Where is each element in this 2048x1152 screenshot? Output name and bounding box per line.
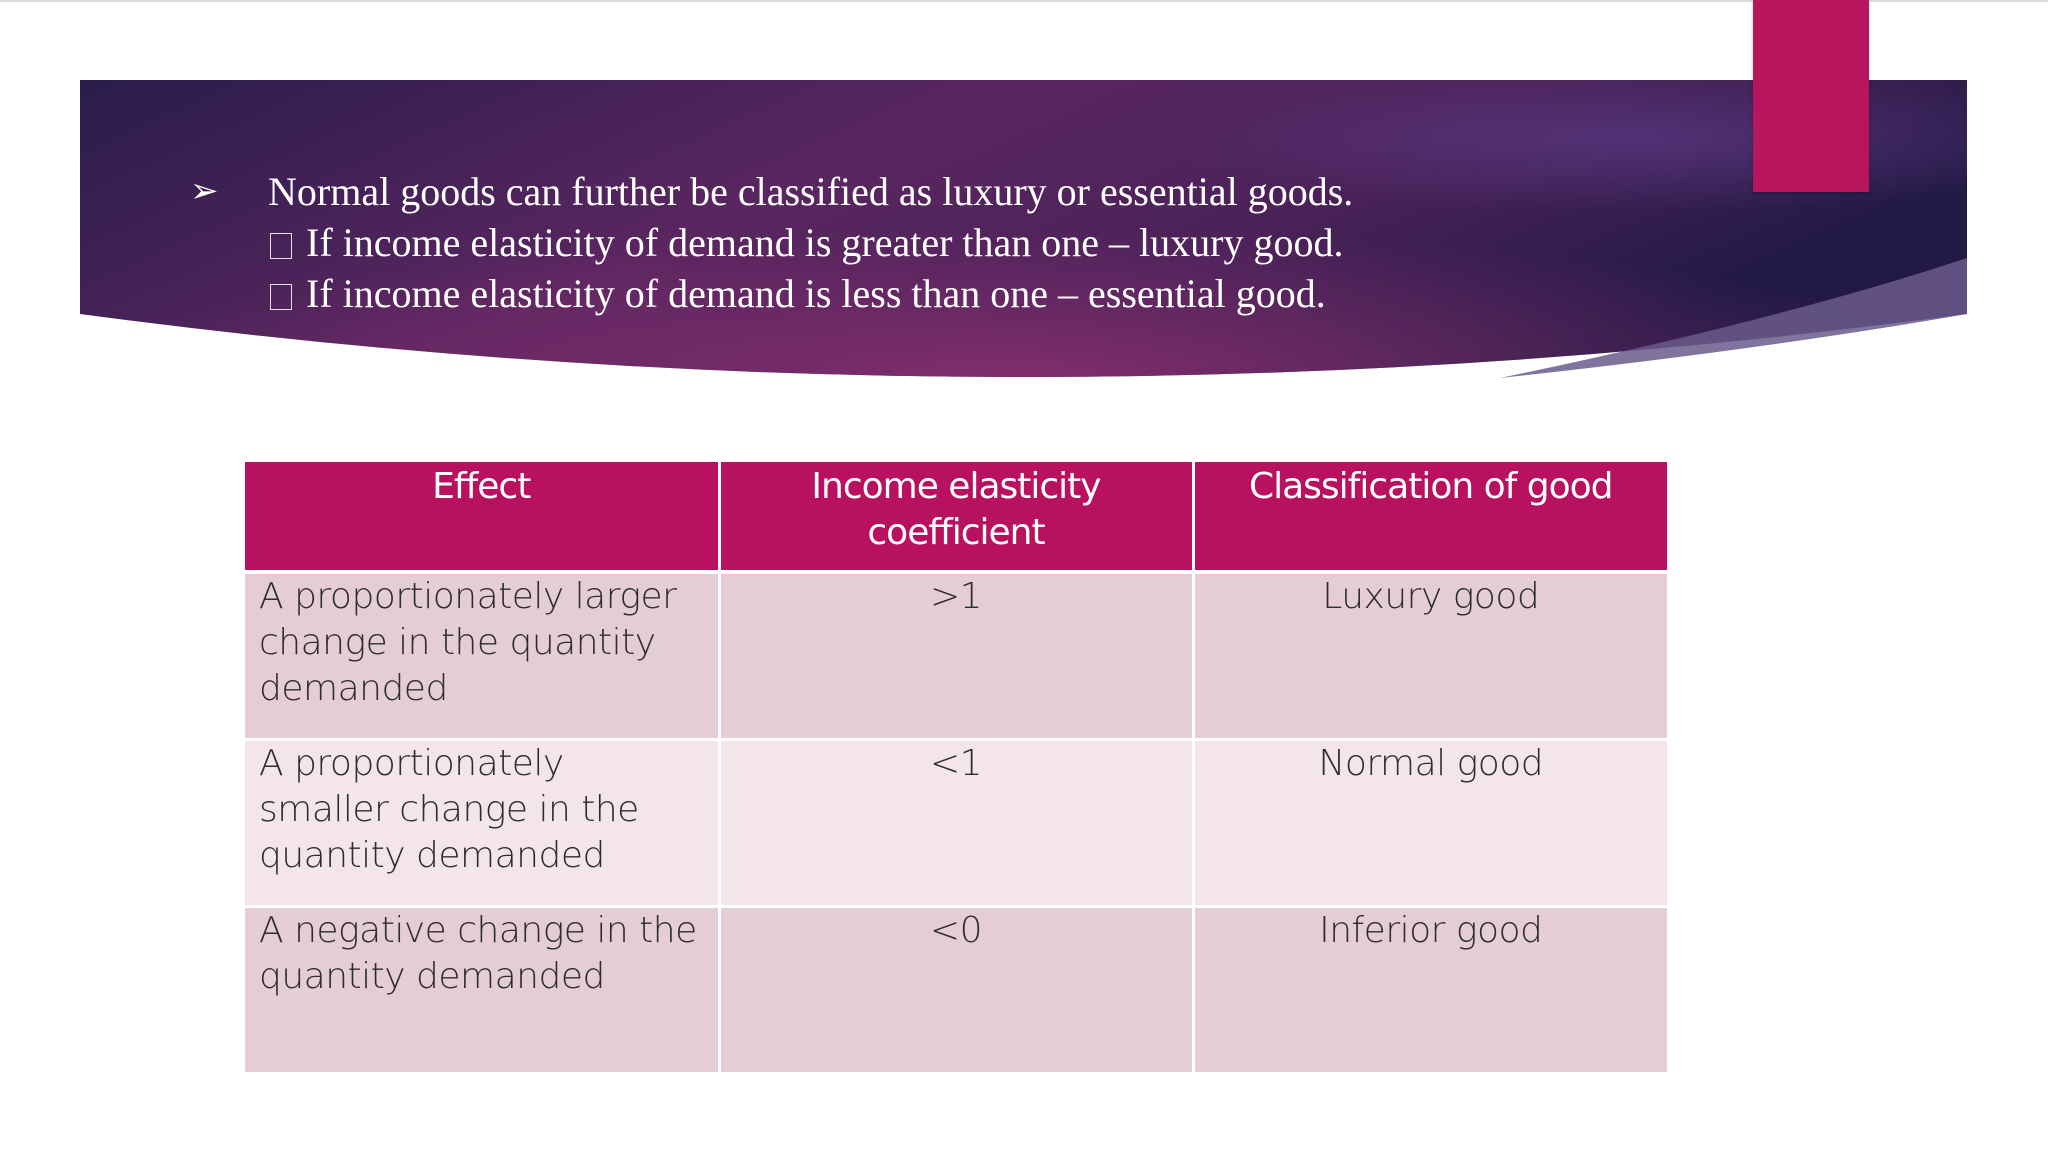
box-icon [270, 284, 292, 310]
header-banner [80, 80, 1967, 378]
header-effect: Effect [245, 462, 721, 574]
cell-coefficient: <1 [719, 739, 1195, 908]
cell-effect: A proportionately smaller change in the … [245, 739, 721, 908]
cell-coefficient: >1 [719, 572, 1195, 741]
arrow-bullet-icon: ➢ [190, 173, 219, 210]
cell-effect: A negative change in the quantity demand… [245, 906, 721, 1075]
sub-bullet-item: If income elasticity of demand is greate… [190, 217, 1690, 268]
sub-bullet-item: If income elasticity of demand is less t… [190, 268, 1690, 319]
table-header-row: Effect Income elasticity coefficient Cla… [245, 462, 1667, 574]
header-coefficient: Income elasticity coefficient [719, 462, 1195, 574]
accent-tab [1753, 0, 1869, 192]
cell-classification: Luxury good [1193, 572, 1667, 741]
sub-bullet-text: If income elasticity of demand is greate… [306, 220, 1344, 265]
bullet-list: ➢ Normal goods can further be classified… [190, 166, 1690, 319]
table-row: A proportionately larger change in the q… [245, 572, 1667, 741]
header-classification: Classification of good [1193, 462, 1667, 574]
box-icon [270, 233, 292, 259]
bullet-text: Normal goods can further be classified a… [268, 169, 1354, 214]
top-border-line [0, 0, 2048, 2]
table-row: A proportionately smaller change in the … [245, 739, 1667, 908]
cell-classification: Inferior good [1193, 906, 1667, 1075]
bullet-item: ➢ Normal goods can further be classified… [190, 166, 1690, 217]
sub-bullet-text: If income elasticity of demand is less t… [306, 271, 1326, 316]
cell-classification: Normal good [1193, 739, 1667, 908]
table-row: A negative change in the quantity demand… [245, 906, 1667, 1075]
cell-effect: A proportionately larger change in the q… [245, 572, 721, 741]
elasticity-table: Effect Income elasticity coefficient Cla… [245, 462, 1667, 1075]
cell-coefficient: <0 [719, 906, 1195, 1075]
